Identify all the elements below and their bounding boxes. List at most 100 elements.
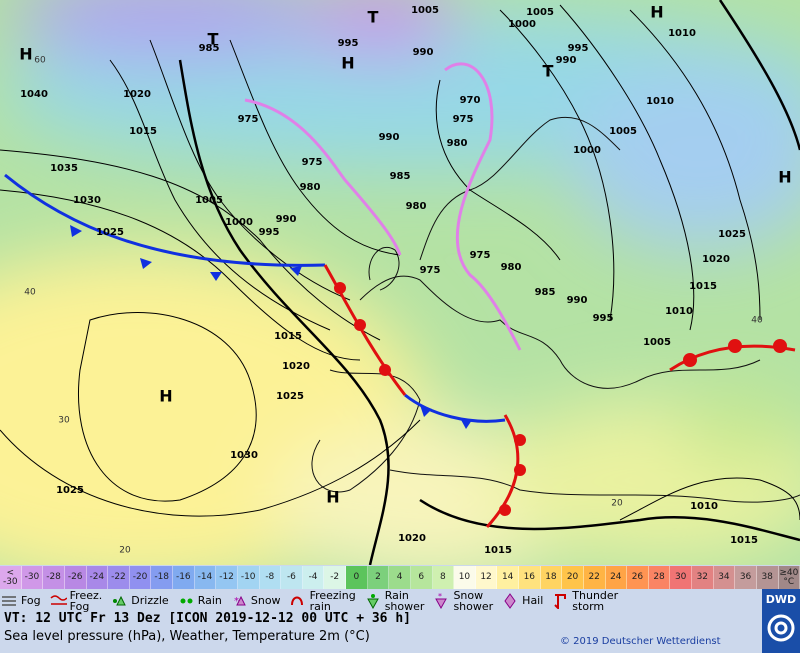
weather-legend-item: Freezing rain (289, 590, 356, 612)
weather-icon (2, 595, 16, 606)
temperature-cell: -4 (302, 566, 325, 589)
svg-text:*: * (234, 596, 239, 607)
isobar-label: 985 (535, 287, 556, 298)
isobar-label: 995 (568, 43, 589, 54)
weather-label: Hail (522, 594, 544, 607)
pressure-center: H (778, 168, 791, 187)
isobar-label: 1015 (274, 331, 302, 342)
isobar-label: 1035 (50, 163, 78, 174)
isobar-label: 1000 (573, 145, 601, 156)
temperature-cell: -18 (151, 566, 173, 589)
isotherm-label: 40 (24, 288, 36, 298)
cold-front (4, 173, 326, 267)
temperature-cell: -14 (194, 566, 217, 589)
occluded-front (244, 98, 402, 256)
isotherm-label: 20 (611, 499, 623, 509)
isobar-label: 1020 (702, 254, 730, 265)
temperature-cell: 20 (562, 566, 584, 589)
weather-legend-item: Freez. Fog (49, 588, 103, 613)
temperature-cell: -6 (281, 566, 303, 589)
fronts (4, 62, 796, 529)
weather-icon: * (435, 593, 448, 609)
weather-label: Drizzle (131, 594, 169, 607)
isobar-label: 1010 (690, 501, 718, 512)
isobar-label: 1005 (526, 7, 554, 18)
temperature-cell: 32 (692, 566, 714, 589)
isobar-label: 995 (338, 38, 359, 49)
temperature-cell: -12 (216, 566, 238, 589)
isobar-label: 980 (300, 182, 321, 193)
temperature-cell: 12 (475, 566, 498, 589)
isobar-label: 1025 (96, 227, 124, 238)
isobar-label: 980 (406, 201, 427, 212)
occluded-front (444, 62, 522, 351)
isobar-label: 985 (390, 171, 411, 182)
isobar-label: 1015 (689, 281, 717, 292)
temperature-scale: < -30 -30 -28 -26 -24 -22 -20 -18 -16 -14 -12 -10 -8… (0, 566, 800, 589)
temperature-cell: -2 (324, 566, 346, 589)
isobar-label: 975 (302, 157, 323, 168)
temperature-cell: 16 (519, 566, 541, 589)
isobar-label: 1030 (73, 195, 101, 206)
pressure-center: H (341, 54, 354, 73)
weather-icon (554, 593, 567, 609)
temperature-cell: 2 (367, 566, 390, 589)
temperature-cell: 34 (713, 566, 736, 589)
isobar-label: 995 (259, 227, 280, 238)
temperature-cell: -30 (21, 566, 44, 589)
isobar-label: 1040 (20, 89, 48, 100)
isobar-label: 975 (470, 250, 491, 261)
isobar-label: 1010 (646, 96, 674, 107)
isobar-label: 970 (460, 95, 481, 106)
isobar-label: 1005 (195, 195, 223, 206)
isobar-label: 1015 (730, 535, 758, 546)
weather-label: Fog (21, 594, 41, 607)
isobar-label: 995 (593, 313, 614, 324)
temperature-cell: 14 (497, 566, 519, 589)
temperature-cell: 4 (389, 566, 411, 589)
weather-label: Snow shower (453, 588, 494, 613)
temperature-cell: 18 (540, 566, 563, 589)
temperature-cell: ≥40 °C (778, 566, 800, 589)
weather-legend-item: * Snow shower (432, 590, 493, 612)
temperature-cell: 24 (605, 566, 628, 589)
pressure-center: T (543, 62, 554, 81)
isobar-label: 990 (276, 214, 297, 225)
isobar-label: 1025 (718, 229, 746, 240)
temperature-labels: 60 40 30 20 20 40 (24, 56, 763, 556)
temperature-cell: 8 (432, 566, 455, 589)
weather-label: Freez. Fog (69, 588, 103, 613)
isobar-label: 1020 (123, 89, 151, 100)
isobar-label: 1020 (282, 361, 310, 372)
weather-legend: Fog Freez. Fog Drizzle Rain * Snow Freezing ra… (0, 589, 760, 612)
isobar-label: 1030 (230, 450, 258, 461)
weather-legend-item: Fog (0, 593, 41, 609)
valid-time: VT: 12 UTC Fr 13 Dez [ICON 2019-12-12 00… (4, 611, 411, 626)
temperature-cell: 38 (756, 566, 779, 589)
logo-text: DWD (765, 593, 797, 606)
pressure-center: H (159, 387, 172, 406)
svg-text:*: * (438, 593, 442, 601)
isobar-label: 1015 (129, 126, 157, 137)
isotherm-label: 20 (119, 546, 131, 556)
weather-icon (504, 592, 516, 609)
weather-legend-item: Drizzle (110, 593, 169, 609)
isobar-label: 990 (379, 132, 400, 143)
pressure-center: H (326, 488, 339, 507)
temperature-cell: -16 (173, 566, 195, 589)
weather-icon: * (234, 595, 246, 607)
weather-legend-item: * Snow (230, 593, 281, 609)
copyright: © 2019 Deutscher Wetterdienst (560, 636, 721, 647)
isobar-label: 1025 (56, 485, 84, 496)
weather-label: Thunder storm (572, 588, 619, 613)
isobar-label: 985 (199, 43, 220, 54)
isobar-label: 1010 (668, 28, 696, 39)
temperature-cell: 36 (735, 566, 757, 589)
dwd-logo: DWD (762, 589, 800, 653)
temperature-cell: < -30 (0, 566, 22, 589)
weather-icon (366, 593, 379, 609)
description: Sea level pressure (hPa), Weather, Tempe… (4, 629, 370, 644)
pressure-center: T (368, 8, 379, 27)
temperature-cell: 0 (346, 566, 368, 589)
